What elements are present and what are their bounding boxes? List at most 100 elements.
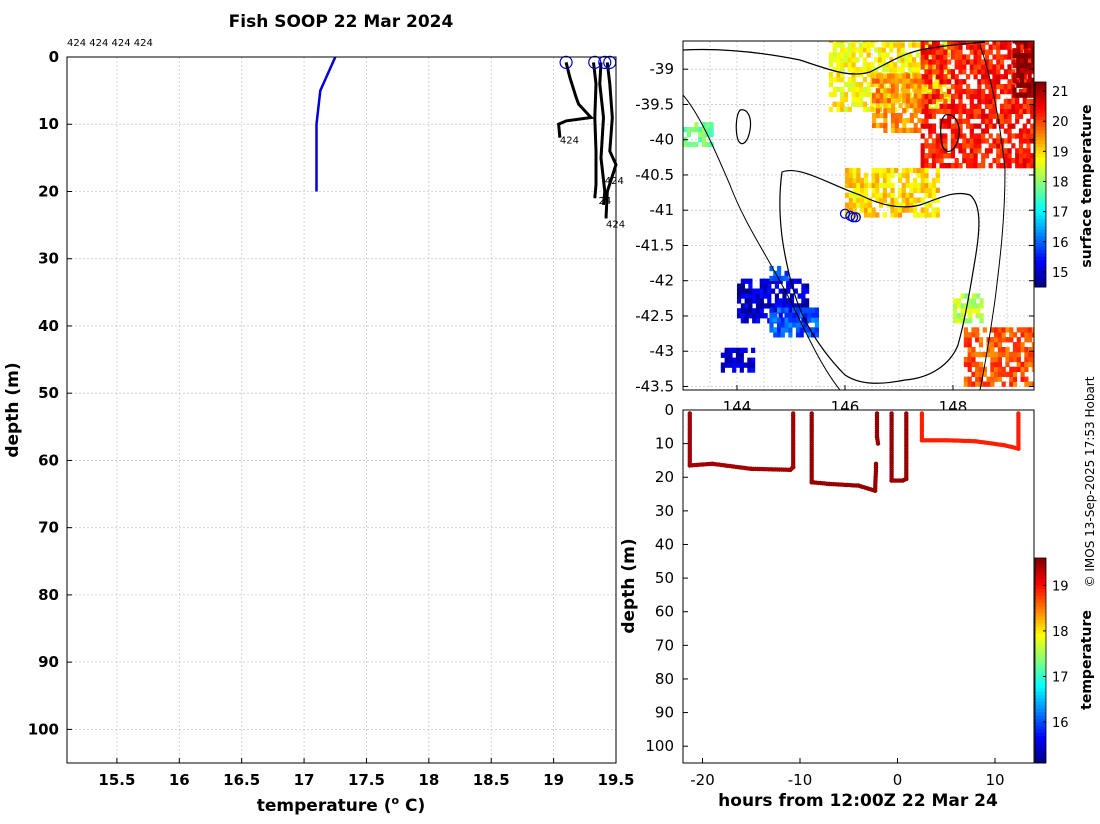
- section-axes-frame: [682, 409, 1035, 764]
- sst-cell: [874, 57, 879, 63]
- sst-cell: [984, 103, 990, 109]
- sst-cell: [1001, 327, 1006, 333]
- sst-colorbar-segment: [1035, 153, 1046, 158]
- sst-cell: [950, 108, 955, 114]
- sst-cell: [962, 64, 967, 70]
- sst-cell: [836, 41, 841, 43]
- sst-cell: [1015, 153, 1020, 159]
- sst-cell: [1027, 87, 1032, 93]
- sst-cell: [860, 182, 865, 188]
- sst-cell: [859, 67, 864, 73]
- sst-colorbar-segment: [1035, 239, 1046, 244]
- sst-cell: [856, 172, 861, 179]
- sst-cell: [928, 153, 933, 159]
- sst-cell: [784, 327, 789, 333]
- sst-cell: [969, 153, 974, 159]
- sst-cell: [920, 133, 925, 139]
- sst-cell: [969, 88, 974, 95]
- sst-cell: [992, 79, 997, 85]
- sst-cell: [920, 123, 925, 129]
- sst-cell: [908, 52, 913, 58]
- sst-cell: [751, 347, 756, 353]
- sst-cell: [977, 54, 982, 60]
- temperature-colorbar-frame: [1034, 557, 1047, 764]
- sst-colorbar-segment: [1035, 116, 1046, 121]
- sst-cell: [931, 123, 937, 129]
- sst-cell: [971, 347, 976, 353]
- sst-cell: [939, 123, 944, 129]
- sst-cell: [898, 78, 903, 84]
- sst-cell: [969, 69, 974, 75]
- sst-cell: [924, 93, 929, 100]
- sst-cell: [996, 49, 1001, 55]
- sst-cell: [855, 86, 860, 93]
- sst-cell: [966, 123, 971, 129]
- temperature-colorbar-segment: [1035, 752, 1046, 757]
- sst-cell: [1034, 69, 1038, 74]
- sst-cell: [1011, 143, 1016, 149]
- sst-cell: [958, 44, 963, 50]
- profile-ytick-label: 80: [38, 586, 59, 604]
- sst-cell: [992, 88, 997, 95]
- sst-cell: [982, 366, 987, 372]
- sst-cell: [1015, 158, 1020, 164]
- sst-cell: [947, 153, 952, 159]
- sst-cell: [908, 57, 913, 63]
- profile-line-cast-4: [604, 62, 618, 219]
- sst-cell: [992, 64, 997, 70]
- sst-cell: [920, 49, 925, 55]
- sst-cell: [1028, 327, 1033, 333]
- sst-cell: [958, 123, 963, 129]
- sst-cell: [958, 133, 963, 139]
- sst-cell: [954, 64, 959, 70]
- sst-cell: [994, 332, 999, 338]
- sst-cell: [890, 207, 895, 213]
- sst-cell: [927, 101, 932, 107]
- sst-cell: [913, 187, 918, 193]
- sst-cell: [923, 86, 928, 93]
- sst-cell: [828, 106, 833, 112]
- sst-cell: [981, 74, 986, 80]
- sst-cell: [920, 167, 925, 174]
- sst-cell: [1000, 84, 1005, 90]
- sst-cell: [906, 117, 911, 124]
- sst-cell: [990, 342, 995, 348]
- sst-cell: [920, 41, 925, 45]
- map-ytick-label: -40.5: [635, 166, 674, 184]
- sst-cell: [1016, 67, 1021, 74]
- sst-cell: [751, 362, 756, 368]
- sst-cell: [851, 86, 856, 93]
- sst-cell: [928, 79, 933, 85]
- sst-cell: [1003, 153, 1008, 159]
- sst-cell: [840, 96, 845, 102]
- sst-cell: [867, 202, 872, 208]
- sst-cell: [875, 93, 880, 99]
- map-ytick-label: -42.5: [635, 307, 674, 325]
- sst-cell: [920, 44, 925, 50]
- sst-cell: [1027, 72, 1032, 78]
- sst-cell: [875, 122, 880, 129]
- sst-cell: [1024, 337, 1029, 343]
- sst-cell: [928, 93, 933, 100]
- sst-cell: [866, 91, 871, 98]
- sst-cell: [894, 202, 899, 208]
- sst-cell: [879, 98, 884, 104]
- sst-cell: [774, 303, 779, 309]
- sst-colorbar-segment: [1035, 273, 1046, 278]
- sst-cell: [845, 167, 850, 174]
- sst-cell: [1005, 361, 1010, 368]
- sst-cell: [994, 361, 999, 368]
- sst-cell: [1007, 113, 1012, 119]
- sst-cell: [966, 84, 971, 90]
- sst-cell: [877, 57, 883, 63]
- sst-cell: [1009, 366, 1014, 372]
- profile-ytick-label: 0: [49, 48, 59, 66]
- sst-cell: [786, 298, 791, 304]
- sst-cell: [900, 67, 905, 73]
- sst-cell: [875, 192, 880, 198]
- sst-cell: [996, 148, 1001, 154]
- sst-cell: [1016, 351, 1021, 358]
- sst-cell: [996, 84, 1001, 90]
- sst-cell: [845, 192, 850, 198]
- sst-cell: [977, 59, 982, 65]
